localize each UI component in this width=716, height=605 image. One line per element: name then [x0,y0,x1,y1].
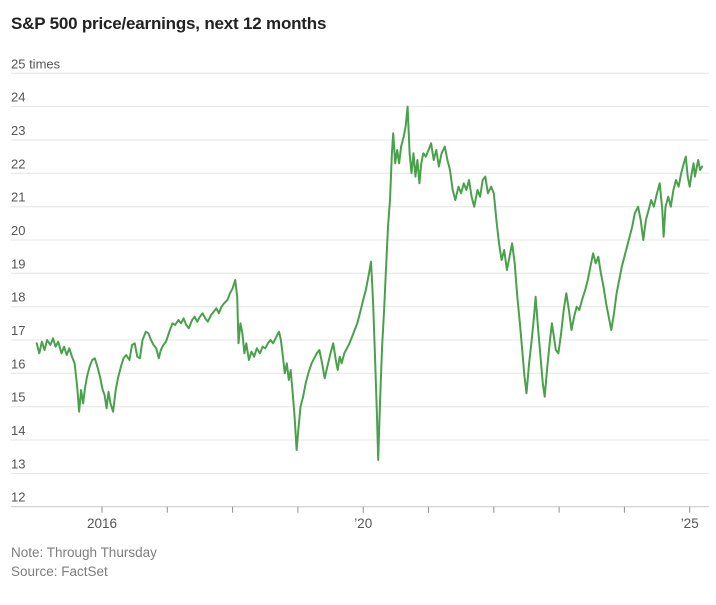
y-tick-label: 19 [11,256,25,271]
x-tick-label: ’25 [681,516,699,531]
y-tick-label: 20 [11,223,25,238]
y-tick-label: 16 [11,356,25,371]
x-tick-label: ’20 [354,516,372,531]
pe-ratio-series-line [35,105,704,461]
y-tick-label: 21 [11,190,25,205]
chart-source: Source: FactSet [11,564,108,579]
x-tick-label: 2016 [87,516,117,531]
y-tick-label: 22 [11,156,25,171]
y-tick-label: 13 [11,456,25,471]
y-tick-label: 25 times [11,56,61,71]
y-tick-label: 18 [11,290,25,305]
y-tick-label: 14 [11,423,25,438]
chart-note: Note: Through Thursday [11,545,157,560]
y-tick-label: 17 [11,323,25,338]
chart-title: S&P 500 price/earnings, next 12 months [11,14,327,33]
y-tick-label: 24 [11,90,25,105]
y-tick-label: 15 [11,390,25,405]
y-tick-label: 12 [11,490,25,505]
y-tick-label: 23 [11,123,25,138]
